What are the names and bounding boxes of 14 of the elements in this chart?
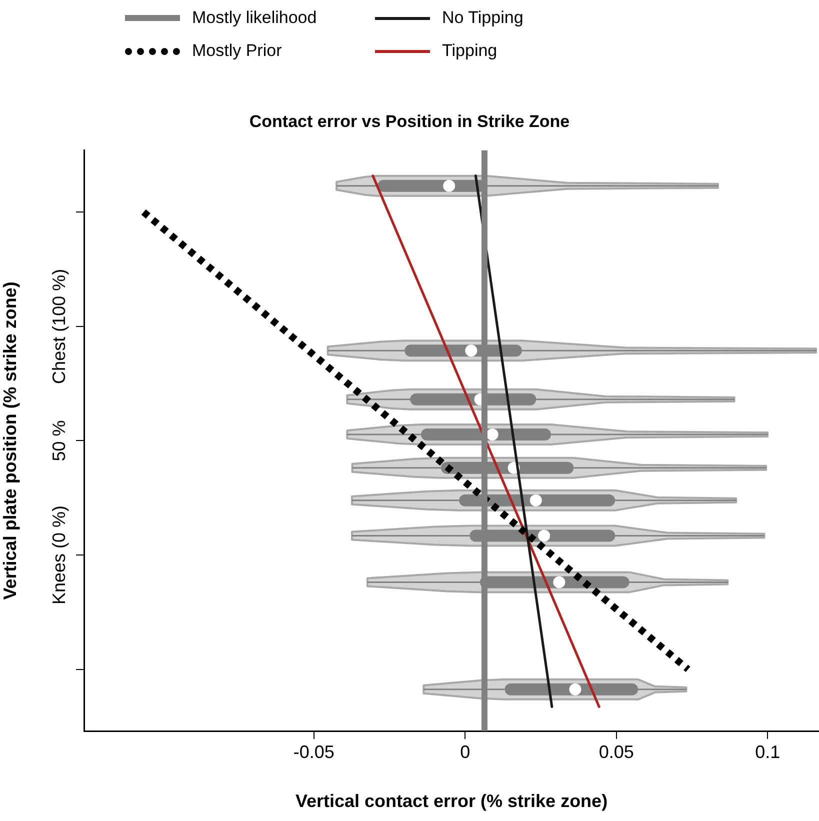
legend-label: Mostly likelihood	[192, 8, 317, 28]
chart-title: Contact error vs Position in Strike Zone	[249, 112, 570, 131]
x-tick-label: 0.05	[598, 742, 634, 762]
x-tick-label: 0	[460, 742, 470, 762]
y-axis-title: Vertical plate position (% strike zone)	[0, 282, 20, 600]
legend-label: Mostly Prior	[192, 41, 282, 61]
x-tick-label: 0.1	[755, 742, 780, 762]
x-axis-title: Vertical contact error (% strike zone)	[295, 791, 608, 812]
y-tick-label: Chest (100 %)	[48, 268, 69, 384]
y-tick-label: 50 %	[48, 420, 69, 462]
legend-label: Tipping	[442, 41, 498, 61]
x-tick-label: -0.05	[293, 742, 334, 762]
legend-label: No Tipping	[442, 8, 524, 28]
y-tick-label: Knees (0 %)	[48, 505, 69, 605]
